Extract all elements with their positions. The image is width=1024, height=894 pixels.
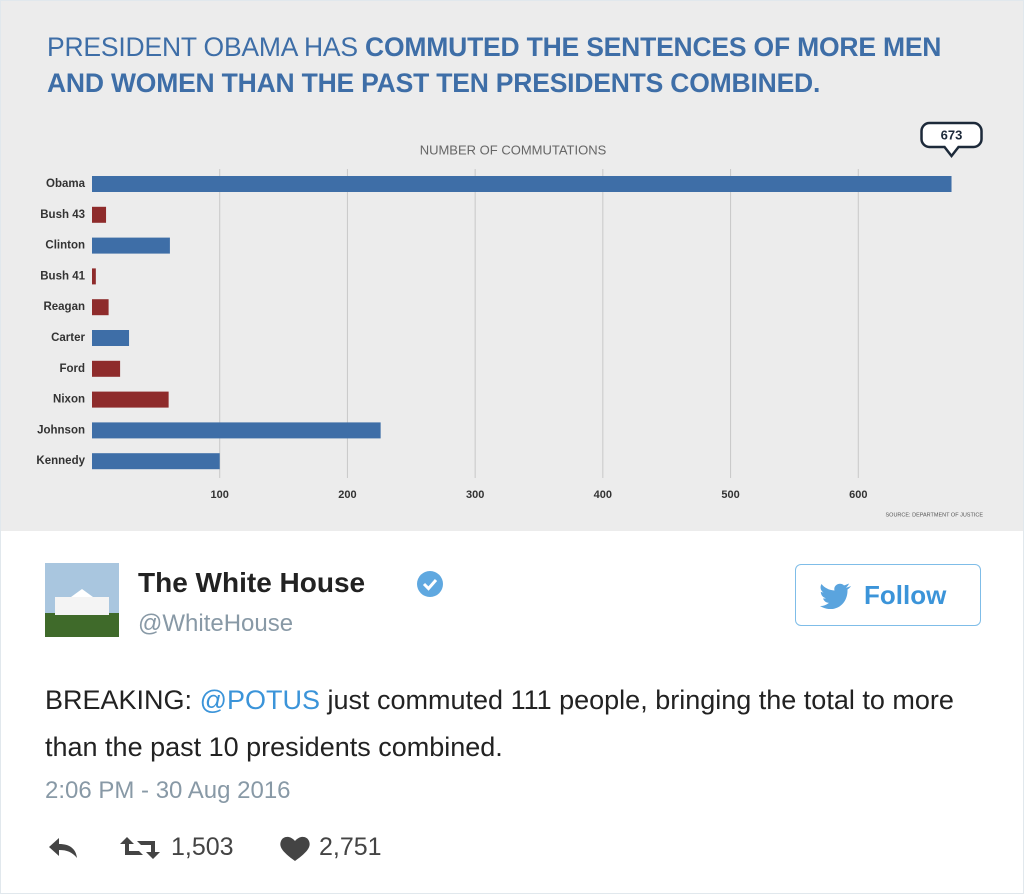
chart-title: PRESIDENT OBAMA HAS COMMUTED THE SENTENC… <box>47 29 997 101</box>
avatar-roof <box>71 589 93 597</box>
retweet-icon[interactable] <box>119 835 161 861</box>
user-name[interactable]: The White House <box>138 567 366 598</box>
bar <box>92 422 381 439</box>
x-axis-title: NUMBER OF COMMUTATIONS <box>420 142 607 157</box>
bar <box>92 391 169 408</box>
bar <box>92 237 170 254</box>
text-lead: BREAKING: <box>45 685 193 715</box>
callout-box <box>920 121 983 159</box>
follow-button[interactable]: Follow <box>795 564 981 626</box>
bar <box>92 453 220 470</box>
y-tick-label: Obama <box>46 178 86 190</box>
like-icon[interactable] <box>279 835 311 863</box>
avatar-house <box>55 597 109 615</box>
source-note: SOURCE: DEPARTMENT OF JUSTICE <box>886 512 984 518</box>
y-tick-label: Carter <box>51 332 85 344</box>
avatar[interactable] <box>45 563 119 637</box>
y-tick-label: Reagan <box>43 301 85 313</box>
retweet-count: 1,503 <box>171 833 234 861</box>
timestamp[interactable]: 2:06 PM - 30 Aug 2016 <box>45 777 291 804</box>
title-lead: PRESIDENT OBAMA HAS <box>47 32 358 62</box>
x-tick-label: 600 <box>849 489 867 501</box>
x-tick-label: 300 <box>466 489 484 501</box>
like-count: 2,751 <box>319 833 382 861</box>
bar <box>92 176 952 192</box>
chart-image: NUMBER OF COMMUTATIONS 100 200 300 400 500 600… <box>1 1 1023 531</box>
verified-badge <box>417 571 443 597</box>
y-tick-label: Ford <box>59 363 85 375</box>
y-tick-label: Kennedy <box>36 455 85 467</box>
y-tick-label: Clinton <box>45 240 85 252</box>
y-tick-label: Bush 41 <box>40 270 85 282</box>
bar <box>92 206 107 223</box>
title-emphasis: COMMUTED THE SENTENCES OF MORE MEN AND W… <box>47 32 942 98</box>
value-label: 673 <box>941 127 963 142</box>
tweet-text: BREAKING: @POTUS just commuted 111 peopl… <box>45 677 985 771</box>
bar <box>92 330 130 346</box>
text-rest: just commuted 111 people, bringing the t… <box>45 685 954 762</box>
mention[interactable]: @POTUS <box>199 685 320 715</box>
chart: NUMBER OF COMMUTATIONS 100 200 300 400 500 600… <box>36 121 984 518</box>
value-callout: 673 <box>920 121 983 159</box>
y-tick-label: Nixon <box>53 394 85 406</box>
x-tick-label: 500 <box>721 489 739 501</box>
bar <box>92 360 121 377</box>
x-tick-label: 200 <box>338 489 356 501</box>
bird-icon <box>820 583 851 609</box>
user-handle[interactable]: @WhiteHouse <box>138 610 294 637</box>
bar <box>92 299 109 316</box>
x-tick-label: 400 <box>594 489 612 501</box>
reply-icon[interactable] <box>47 835 81 861</box>
y-tick-label: Bush 43 <box>40 209 85 221</box>
y-tick-label: Johnson <box>37 424 85 436</box>
bar <box>92 268 96 285</box>
x-tick-label: 100 <box>211 489 229 501</box>
avatar-lawn <box>45 613 119 637</box>
follow-label: Follow <box>864 580 947 610</box>
